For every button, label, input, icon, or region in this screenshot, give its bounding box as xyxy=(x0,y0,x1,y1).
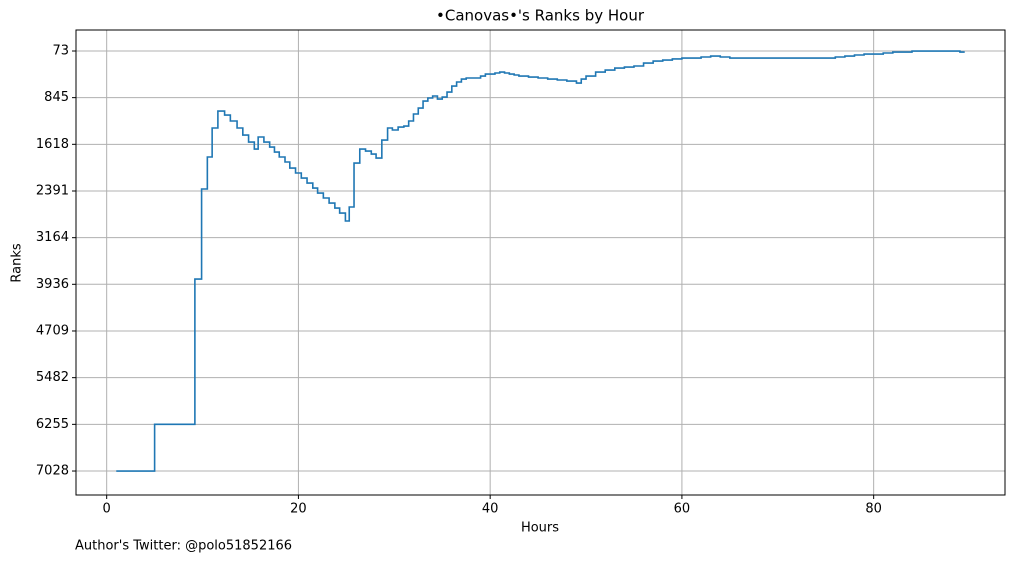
y-tick-label: 73 xyxy=(52,44,69,59)
y-tick-label: 2391 xyxy=(36,183,69,198)
y-tick-label: 4709 xyxy=(36,323,69,338)
chart-title: •Canovas•'s Ranks by Hour xyxy=(436,7,645,25)
y-axis-label: Ranks xyxy=(10,243,25,282)
y-tick-label: 5482 xyxy=(36,370,69,385)
step-line xyxy=(116,50,965,472)
x-tick-label: 60 xyxy=(674,502,691,517)
plot-frame xyxy=(75,29,1006,496)
y-tick-label: 1618 xyxy=(36,137,69,152)
x-tick-label: 0 xyxy=(103,502,111,517)
x-tick-label: 20 xyxy=(290,502,307,517)
y-tick-label: 7028 xyxy=(36,464,69,479)
y-tick-label: 3936 xyxy=(36,277,69,292)
y-tick-label: 6255 xyxy=(36,417,69,432)
y-tick-label: 3164 xyxy=(36,230,69,245)
footnote: Author's Twitter: @polo51852166 xyxy=(75,539,292,554)
x-axis-label: Hours xyxy=(521,521,559,536)
x-tick-label: 40 xyxy=(482,502,499,517)
y-tick-label: 845 xyxy=(44,90,69,105)
x-tick-label: 80 xyxy=(865,502,882,517)
